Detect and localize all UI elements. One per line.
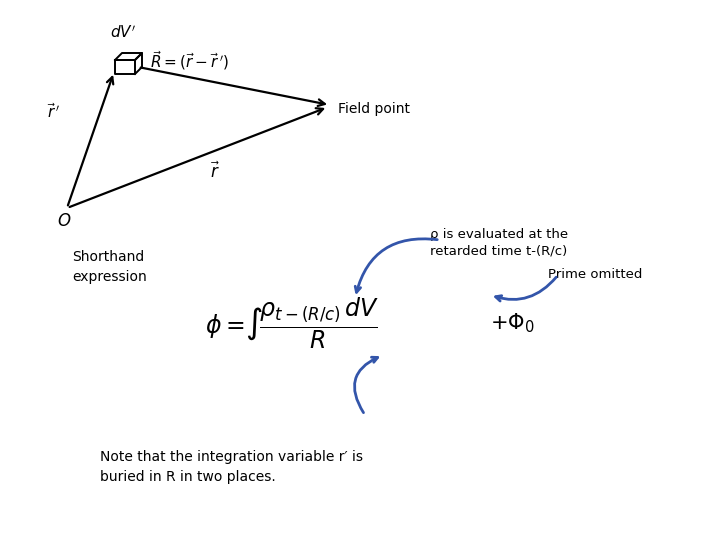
Text: Prime omitted: Prime omitted [548,268,642,281]
Text: $\vec{r}\,'$: $\vec{r}\,'$ [47,102,60,121]
Text: $\phi = \!\int\! \dfrac{\rho_{t-(R/c)}\,dV}{R}$: $\phi = \!\int\! \dfrac{\rho_{t-(R/c)}\,… [205,295,379,350]
Text: ρ is evaluated at the
retarded time t-(R/c): ρ is evaluated at the retarded time t-(R… [430,228,568,258]
Text: $\vec{r}$: $\vec{r}$ [210,161,220,182]
Text: $+\Phi_0$: $+\Phi_0$ [490,311,534,335]
Text: $dV'$: $dV'$ [110,24,136,41]
Text: Shorthand
expression: Shorthand expression [72,250,147,284]
Text: Note that the integration variable r′ is
buried in R in two places.: Note that the integration variable r′ is… [100,450,363,483]
Text: $\vec{R} = (\vec{r}-\vec{r}\,')$: $\vec{R} = (\vec{r}-\vec{r}\,')$ [150,50,230,72]
Text: $O$: $O$ [57,213,71,230]
Text: Field point: Field point [338,102,410,116]
